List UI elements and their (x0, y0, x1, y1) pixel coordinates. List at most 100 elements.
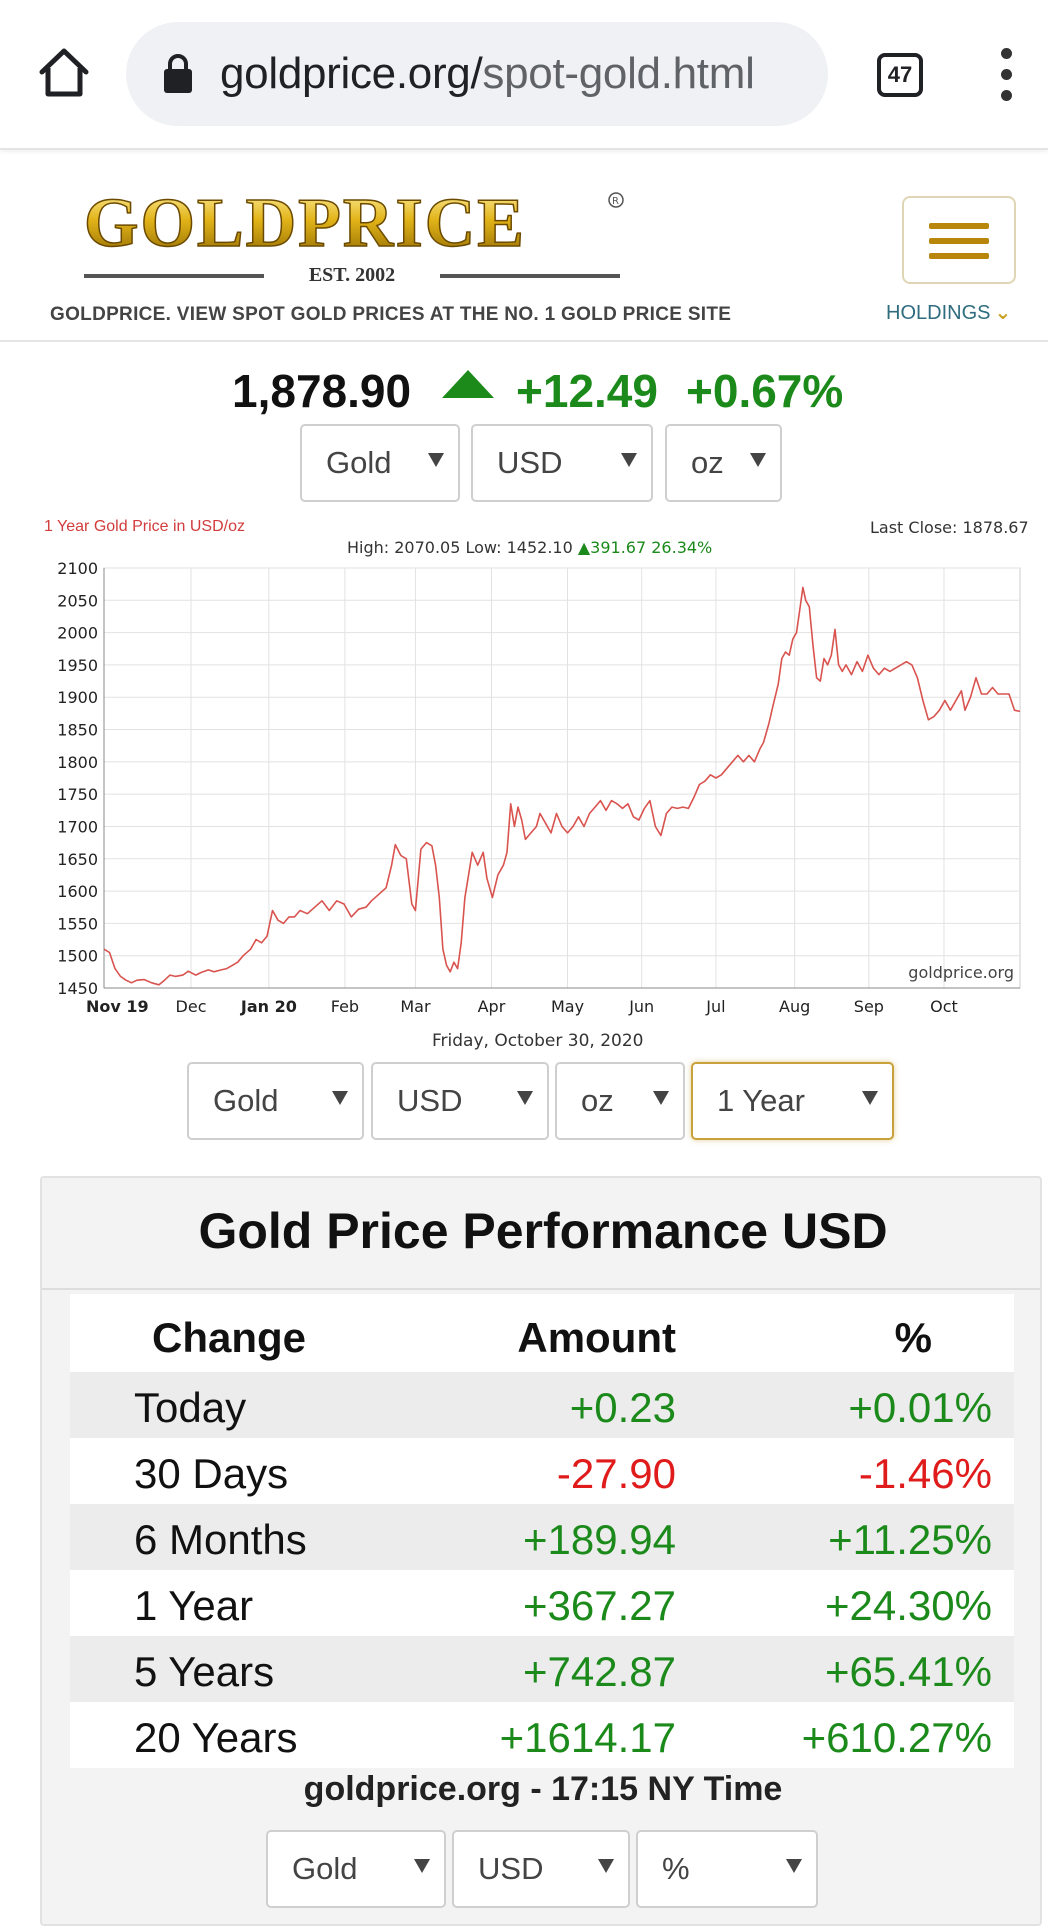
holdings-dropdown[interactable]: HOLDINGS ⌄ (886, 300, 1011, 325)
chevron-down-icon: ⌄ (994, 302, 1012, 324)
x-tick-label: Jul (705, 997, 725, 1016)
chart-watermark: goldprice.org (908, 963, 1014, 982)
y-tick-label: 1600 (57, 882, 98, 901)
x-tick-label: Apr (478, 997, 506, 1016)
y-tick-label: 1950 (57, 656, 98, 675)
row-period: Today (134, 1384, 247, 1431)
performance-title: Gold Price Performance USD (198, 1203, 888, 1259)
row-amount: +742.87 (523, 1648, 676, 1695)
svg-text:R: R (612, 196, 619, 207)
hamburger-menu-icon[interactable] (902, 196, 1016, 284)
spot-price: 1,878.90 (232, 365, 412, 417)
dropdown-caret-icon (332, 1091, 348, 1105)
y-tick-label: 1800 (57, 753, 98, 772)
goldprice-logo[interactable]: GOLDPRICE R EST. 2002 (80, 186, 640, 286)
column-header-percent: % (894, 1314, 932, 1361)
dropdown-caret-icon (517, 1091, 533, 1105)
performance-unit-select[interactable]: % (636, 1830, 818, 1908)
y-tick-label: 1750 (57, 785, 98, 804)
column-header-amount: Amount (517, 1314, 676, 1361)
row-percent: +610.27% (801, 1714, 992, 1761)
chart-plot-area (103, 567, 1021, 989)
tab-switcher-button[interactable]: 47 (877, 53, 923, 97)
url-text: goldprice.org/spot-gold.html (220, 46, 755, 102)
x-tick-label: Nov 19 (86, 997, 149, 1016)
table-row: 6 Months +189.94 +11.25% (70, 1504, 1014, 1570)
row-percent: +24.30% (825, 1582, 992, 1629)
table-row: 30 Days -27.90 -1.46% (70, 1438, 1014, 1504)
metal-select[interactable]: Gold (300, 424, 460, 502)
y-tick-label: 2100 (57, 559, 98, 578)
dropdown-caret-icon (621, 453, 637, 467)
column-header-change: Change (152, 1314, 307, 1361)
y-tick-label: 1700 (57, 817, 98, 836)
y-tick-label: 1450 (57, 979, 98, 998)
chart-range-select[interactable]: 1 Year (691, 1062, 894, 1140)
chart-high-low-stats: High: 2070.05 Low: 1452.10 ▲391.67 26.34… (347, 538, 712, 557)
header-divider (0, 340, 1048, 342)
row-percent: -1.46% (858, 1450, 992, 1497)
performance-table: Change Amount % Today +0.23 +0.01% 30 Da… (70, 1294, 1014, 1768)
chart-date: Friday, October 30, 2020 (432, 1031, 644, 1051)
url-domain: goldprice.org/ (220, 49, 483, 98)
chart-last-close: Last Close: 1878.67 (870, 518, 1029, 537)
chart-title: 1 Year Gold Price in USD/oz (44, 518, 245, 535)
performance-panel: Gold Price Performance USD Change Amount… (40, 1176, 1042, 1926)
gold-price-chart[interactable]: 2100 2050 2000 1950 1900 1850 1800 1750 1700 1650… (40, 556, 1040, 1016)
row-percent: +0.01% (848, 1384, 992, 1431)
row-amount: +367.27 (523, 1582, 676, 1629)
dropdown-caret-icon (414, 1859, 430, 1873)
x-tick-label: Dec (176, 997, 207, 1016)
svg-text:EST. 2002: EST. 2002 (309, 264, 395, 286)
row-period: 30 Days (134, 1450, 289, 1497)
row-percent: +65.41% (825, 1648, 992, 1695)
row-period: 20 Years (134, 1714, 298, 1761)
x-tick-label: May (551, 997, 584, 1016)
more-menu-icon[interactable] (996, 48, 1016, 102)
x-tick-label: Jan 20 (240, 997, 297, 1016)
row-percent: +11.25% (828, 1516, 992, 1563)
home-icon[interactable] (34, 42, 94, 102)
lock-icon (164, 54, 192, 93)
x-tick-label: Jun (628, 997, 654, 1016)
chart-currency-select[interactable]: USD (371, 1062, 549, 1140)
table-row: 5 Years +742.87 +65.41% (70, 1636, 1014, 1702)
currency-select[interactable]: USD (471, 424, 653, 502)
row-amount: -27.90 (556, 1450, 676, 1497)
y-tick-label: 1650 (57, 850, 98, 869)
svg-text:GOLDPRICE: GOLDPRICE (84, 186, 526, 262)
chart-unit-select[interactable]: oz (555, 1062, 685, 1140)
y-tick-label: 1850 (57, 721, 98, 740)
unit-select[interactable]: oz (665, 424, 782, 502)
y-tick-label: 2050 (57, 591, 98, 610)
performance-metal-select[interactable]: Gold (266, 1830, 446, 1908)
row-period: 5 Years (134, 1648, 275, 1695)
url-path: spot-gold.html (482, 49, 755, 98)
y-tick-label: 1900 (57, 688, 98, 707)
table-row: 1 Year +367.27 +24.30% (70, 1570, 1014, 1636)
x-tick-label: Mar (400, 997, 431, 1016)
table-row: Today +0.23 +0.01% (70, 1372, 1014, 1438)
performance-footer: goldprice.org - 17:15 NY Time (303, 1770, 783, 1808)
x-tick-label: Sep (854, 997, 884, 1016)
y-tick-label: 1500 (57, 947, 98, 966)
chart-metal-select[interactable]: Gold (187, 1062, 364, 1140)
chart-series-line (103, 586, 1021, 986)
performance-title-divider (42, 1288, 1040, 1290)
address-bar[interactable]: goldprice.org/spot-gold.html (126, 22, 828, 126)
dropdown-caret-icon (653, 1091, 669, 1105)
dropdown-caret-icon (428, 453, 444, 467)
price-change-amount: +12.49 (516, 365, 658, 417)
price-up-arrow-icon (442, 370, 494, 398)
table-row: 20 Years +1614.17 +610.27% (70, 1702, 1014, 1768)
y-tick-label: 2000 (57, 624, 98, 643)
row-amount: +1614.17 (499, 1714, 676, 1761)
x-tick-label: Feb (331, 997, 359, 1016)
row-amount: +189.94 (523, 1516, 676, 1563)
table-header-row: Change Amount % (70, 1294, 1014, 1372)
dropdown-caret-icon (786, 1859, 802, 1873)
dropdown-caret-icon (862, 1091, 878, 1105)
performance-currency-select[interactable]: USD (452, 1830, 630, 1908)
y-tick-label: 1550 (57, 914, 98, 933)
x-tick-label: Oct (930, 997, 958, 1016)
